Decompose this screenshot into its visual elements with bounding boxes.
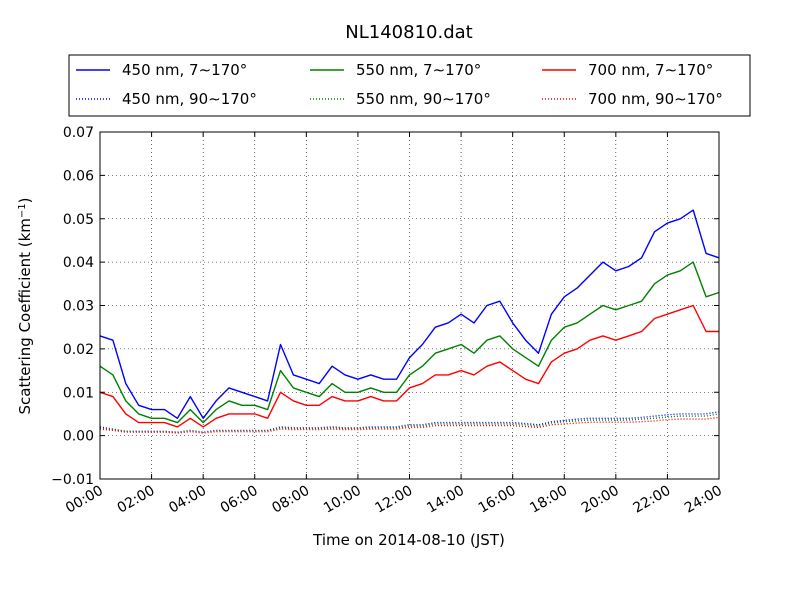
x-tick-label: 12:00 bbox=[373, 483, 416, 517]
legend-label-5: 700 nm, 90∼170° bbox=[588, 90, 723, 108]
series-line-0 bbox=[99, 209, 720, 419]
legend-box bbox=[68, 54, 751, 117]
x-tick-label: 18:00 bbox=[527, 483, 570, 517]
legend-label-4: 550 nm, 90∼170° bbox=[356, 90, 491, 108]
y-tick-label: 0.07 bbox=[63, 125, 94, 141]
x-tick-label: 20:00 bbox=[579, 483, 622, 517]
legend-label-1: 550 nm, 7∼170° bbox=[356, 61, 481, 79]
x-tick-label: 16:00 bbox=[476, 483, 519, 517]
x-tick-label: 22:00 bbox=[630, 483, 673, 517]
x-tick-label: 06:00 bbox=[218, 483, 261, 517]
y-tick-label: 0.00 bbox=[63, 429, 94, 445]
legend-label-0: 450 nm, 7∼170° bbox=[122, 61, 247, 79]
x-tick-label: 08:00 bbox=[269, 483, 312, 517]
legend-label-3: 450 nm, 90∼170° bbox=[122, 90, 257, 108]
y-axis-label-main: Scattering Coefficient (km bbox=[16, 218, 34, 414]
x-tick-labels: 00:00 02:00 04:00 06:00 08:00 10:00 12:00 14:00… bbox=[63, 483, 725, 517]
y-axis-label-close: ) bbox=[16, 197, 34, 203]
axis-ticks bbox=[99, 131, 720, 480]
legend: 450 nm, 7∼170° 550 nm, 7∼170° 700 nm, 7∼17… bbox=[68, 54, 751, 117]
y-tick-labels: −0.01 0.00 0.01 0.02 0.03 0.04 0.05 0.06 0.07 bbox=[51, 125, 94, 488]
y-tick-label: 0.05 bbox=[63, 212, 94, 228]
y-axis-label: Scattering Coefficient (km−1) bbox=[16, 197, 34, 414]
x-tick-label: 02:00 bbox=[115, 483, 158, 517]
series-layer bbox=[99, 209, 720, 434]
y-tick-label: 0.06 bbox=[63, 168, 94, 184]
y-tick-label: 0.04 bbox=[63, 255, 94, 271]
legend-label-2: 700 nm, 7∼170° bbox=[588, 61, 713, 79]
y-tick-label: −0.01 bbox=[51, 472, 94, 488]
series-line-2 bbox=[99, 304, 719, 428]
x-tick-label: 14:00 bbox=[424, 483, 467, 517]
y-tick-label: 0.01 bbox=[63, 385, 94, 401]
y-tick-label: 0.02 bbox=[63, 342, 94, 358]
x-tick-label: 10:00 bbox=[321, 483, 364, 517]
x-axis-label: Time on 2014-08-10 (JST) bbox=[312, 531, 505, 549]
y-tick-label: 0.03 bbox=[63, 299, 94, 315]
plot-area bbox=[100, 132, 719, 479]
chart-title: NL140810.dat bbox=[345, 22, 472, 43]
series-line-1 bbox=[99, 261, 720, 424]
x-tick-label: 24:00 bbox=[682, 483, 725, 517]
x-tick-label: 04:00 bbox=[166, 483, 209, 517]
y-axis-label-exponent: −1 bbox=[17, 203, 28, 218]
